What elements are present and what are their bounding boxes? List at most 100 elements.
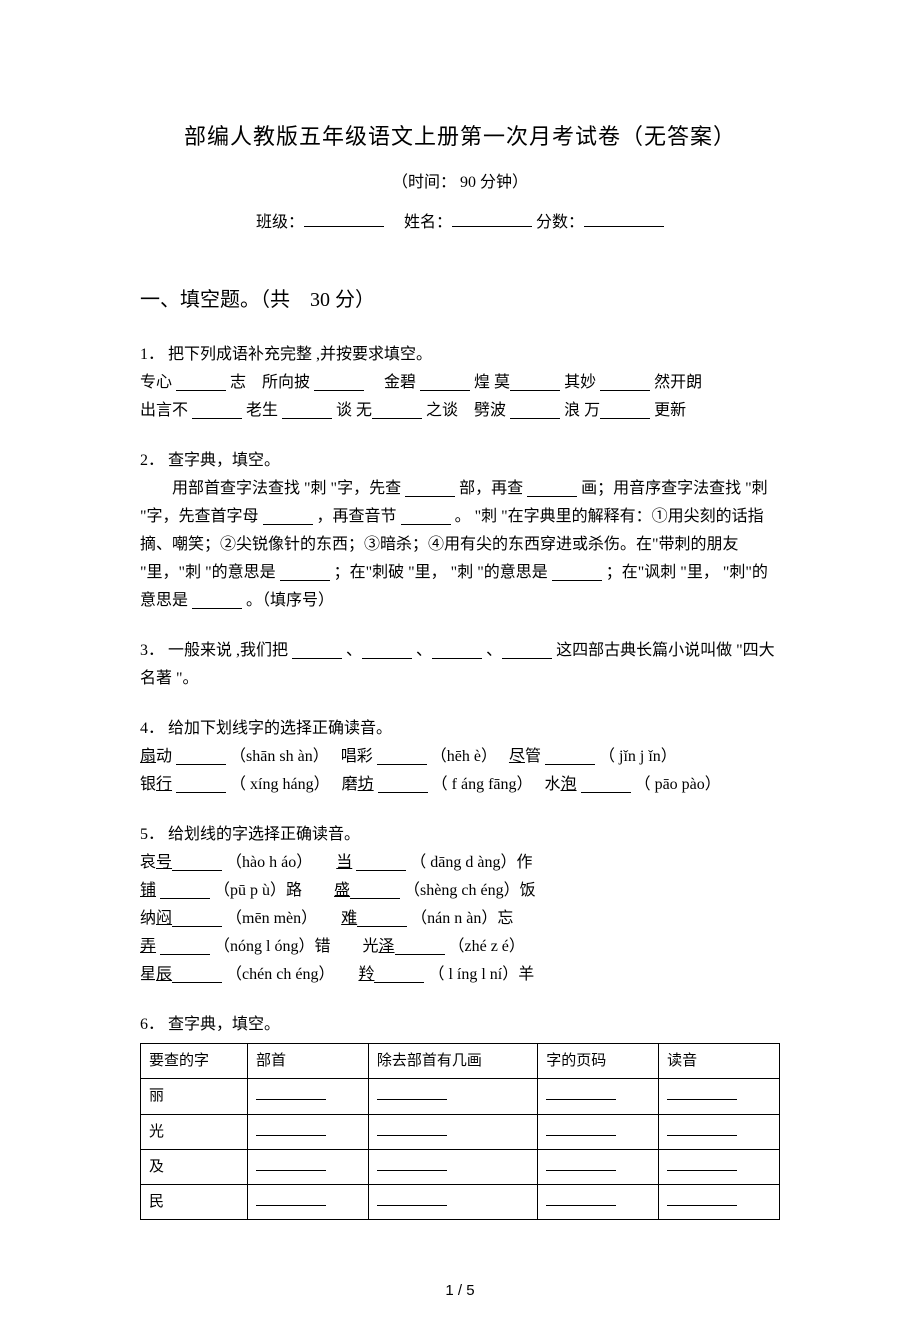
- q2-h: 。（填序号）: [246, 592, 334, 609]
- table-cell[interactable]: [538, 1114, 659, 1149]
- blank[interactable]: [581, 777, 631, 793]
- blank[interactable]: [350, 883, 400, 899]
- blank[interactable]: [546, 1086, 616, 1100]
- blank[interactable]: [172, 855, 222, 871]
- table-cell[interactable]: [368, 1185, 537, 1220]
- blank[interactable]: [545, 749, 595, 765]
- table-cell[interactable]: [247, 1149, 368, 1184]
- blank[interactable]: [176, 777, 226, 793]
- blank[interactable]: [600, 375, 650, 391]
- blank[interactable]: [377, 1122, 447, 1136]
- blank[interactable]: [378, 777, 428, 793]
- table-cell[interactable]: [538, 1185, 659, 1220]
- blank[interactable]: [160, 939, 210, 955]
- q4-r2w2b: 坊: [358, 776, 374, 793]
- blank[interactable]: [510, 375, 560, 391]
- table-cell[interactable]: [659, 1149, 780, 1184]
- page-footer: 1 / 5: [140, 1280, 780, 1303]
- blank[interactable]: [282, 403, 332, 419]
- blank[interactable]: [256, 1157, 326, 1171]
- blank[interactable]: [600, 403, 650, 419]
- class-blank[interactable]: [304, 209, 384, 227]
- q4-p3: （ jǐn j ǐn）: [599, 748, 677, 765]
- blank[interactable]: [372, 403, 422, 419]
- table-row: 民: [141, 1185, 780, 1220]
- blank[interactable]: [432, 643, 482, 659]
- table-cell[interactable]: [659, 1079, 780, 1114]
- table-cell[interactable]: [368, 1114, 537, 1149]
- table-header: 部首: [247, 1044, 368, 1079]
- blank[interactable]: [160, 883, 210, 899]
- table-header: 读音: [659, 1044, 780, 1079]
- blank[interactable]: [502, 643, 552, 659]
- table-row: 丽: [141, 1079, 780, 1114]
- question-5: 5． 给划线的字选择正确读音。 哀号 （hào h áo） 当 （ dāng d…: [140, 821, 780, 989]
- blank[interactable]: [176, 749, 226, 765]
- table-cell[interactable]: [247, 1079, 368, 1114]
- blank[interactable]: [192, 593, 242, 609]
- blank[interactable]: [546, 1122, 616, 1136]
- blank[interactable]: [510, 403, 560, 419]
- q1-l1-3: 煌 莫: [474, 374, 510, 391]
- blank[interactable]: [377, 749, 427, 765]
- q2-d: ，再查音节: [317, 508, 401, 525]
- question-6: 6． 查字典，填空。 要查的字部首除去部首有几画字的页码读音 丽光及民: [140, 1011, 780, 1220]
- blank[interactable]: [667, 1192, 737, 1206]
- q5-text: 泽: [378, 938, 394, 955]
- name-blank[interactable]: [452, 209, 532, 227]
- blank[interactable]: [362, 643, 412, 659]
- q5-prompt: 给划线的字选择正确读音。: [168, 826, 360, 843]
- table-cell[interactable]: [538, 1149, 659, 1184]
- blank[interactable]: [314, 375, 364, 391]
- table-cell[interactable]: [247, 1185, 368, 1220]
- table-header: 要查的字: [141, 1044, 248, 1079]
- blank[interactable]: [667, 1157, 737, 1171]
- blank[interactable]: [667, 1122, 737, 1136]
- blank[interactable]: [377, 1157, 447, 1171]
- table-cell[interactable]: [368, 1079, 537, 1114]
- blank[interactable]: [256, 1122, 326, 1136]
- blank[interactable]: [405, 481, 455, 497]
- blank[interactable]: [192, 403, 242, 419]
- table-cell[interactable]: [368, 1149, 537, 1184]
- q5-text: （pū p ù）路: [210, 882, 334, 899]
- blank[interactable]: [552, 565, 602, 581]
- blank[interactable]: [374, 967, 424, 983]
- q1-l1-5: 然开朗: [654, 374, 702, 391]
- blank[interactable]: [280, 565, 330, 581]
- blank[interactable]: [256, 1086, 326, 1100]
- score-blank[interactable]: [584, 209, 664, 227]
- table-cell[interactable]: [659, 1185, 780, 1220]
- blank[interactable]: [256, 1192, 326, 1206]
- blank[interactable]: [546, 1192, 616, 1206]
- table-cell[interactable]: [538, 1079, 659, 1114]
- blank[interactable]: [420, 375, 470, 391]
- q1-l1-1: 志 所向披: [230, 374, 314, 391]
- q5-text: （mēn mèn）: [222, 910, 341, 927]
- blank[interactable]: [546, 1157, 616, 1171]
- blank[interactable]: [377, 1086, 447, 1100]
- blank[interactable]: [667, 1086, 737, 1100]
- blank[interactable]: [357, 911, 407, 927]
- blank[interactable]: [172, 911, 222, 927]
- q5-text: （ dāng d àng）作: [406, 854, 532, 871]
- blank[interactable]: [377, 1192, 447, 1206]
- blank[interactable]: [172, 967, 222, 983]
- blank[interactable]: [395, 939, 445, 955]
- blank[interactable]: [401, 509, 451, 525]
- lookup-char: 及: [141, 1149, 248, 1184]
- blank[interactable]: [263, 509, 313, 525]
- q2-a: 用部首查字法查找 "刺 "字，先查: [172, 480, 405, 497]
- q4-w2: 唱彩: [341, 748, 377, 765]
- table-cell[interactable]: [247, 1114, 368, 1149]
- blank[interactable]: [527, 481, 577, 497]
- blank[interactable]: [356, 855, 406, 871]
- blank[interactable]: [176, 375, 226, 391]
- table-cell[interactable]: [659, 1114, 780, 1149]
- q4-prompt: 给加下划线字的选择正确读音。: [168, 720, 392, 737]
- q4-r2p2: （ f áng fāng）: [432, 776, 525, 793]
- q1-l2-0: 出言不: [140, 402, 192, 419]
- table-row: 及: [141, 1149, 780, 1184]
- blank[interactable]: [292, 643, 342, 659]
- score-label: 分数：: [536, 214, 584, 231]
